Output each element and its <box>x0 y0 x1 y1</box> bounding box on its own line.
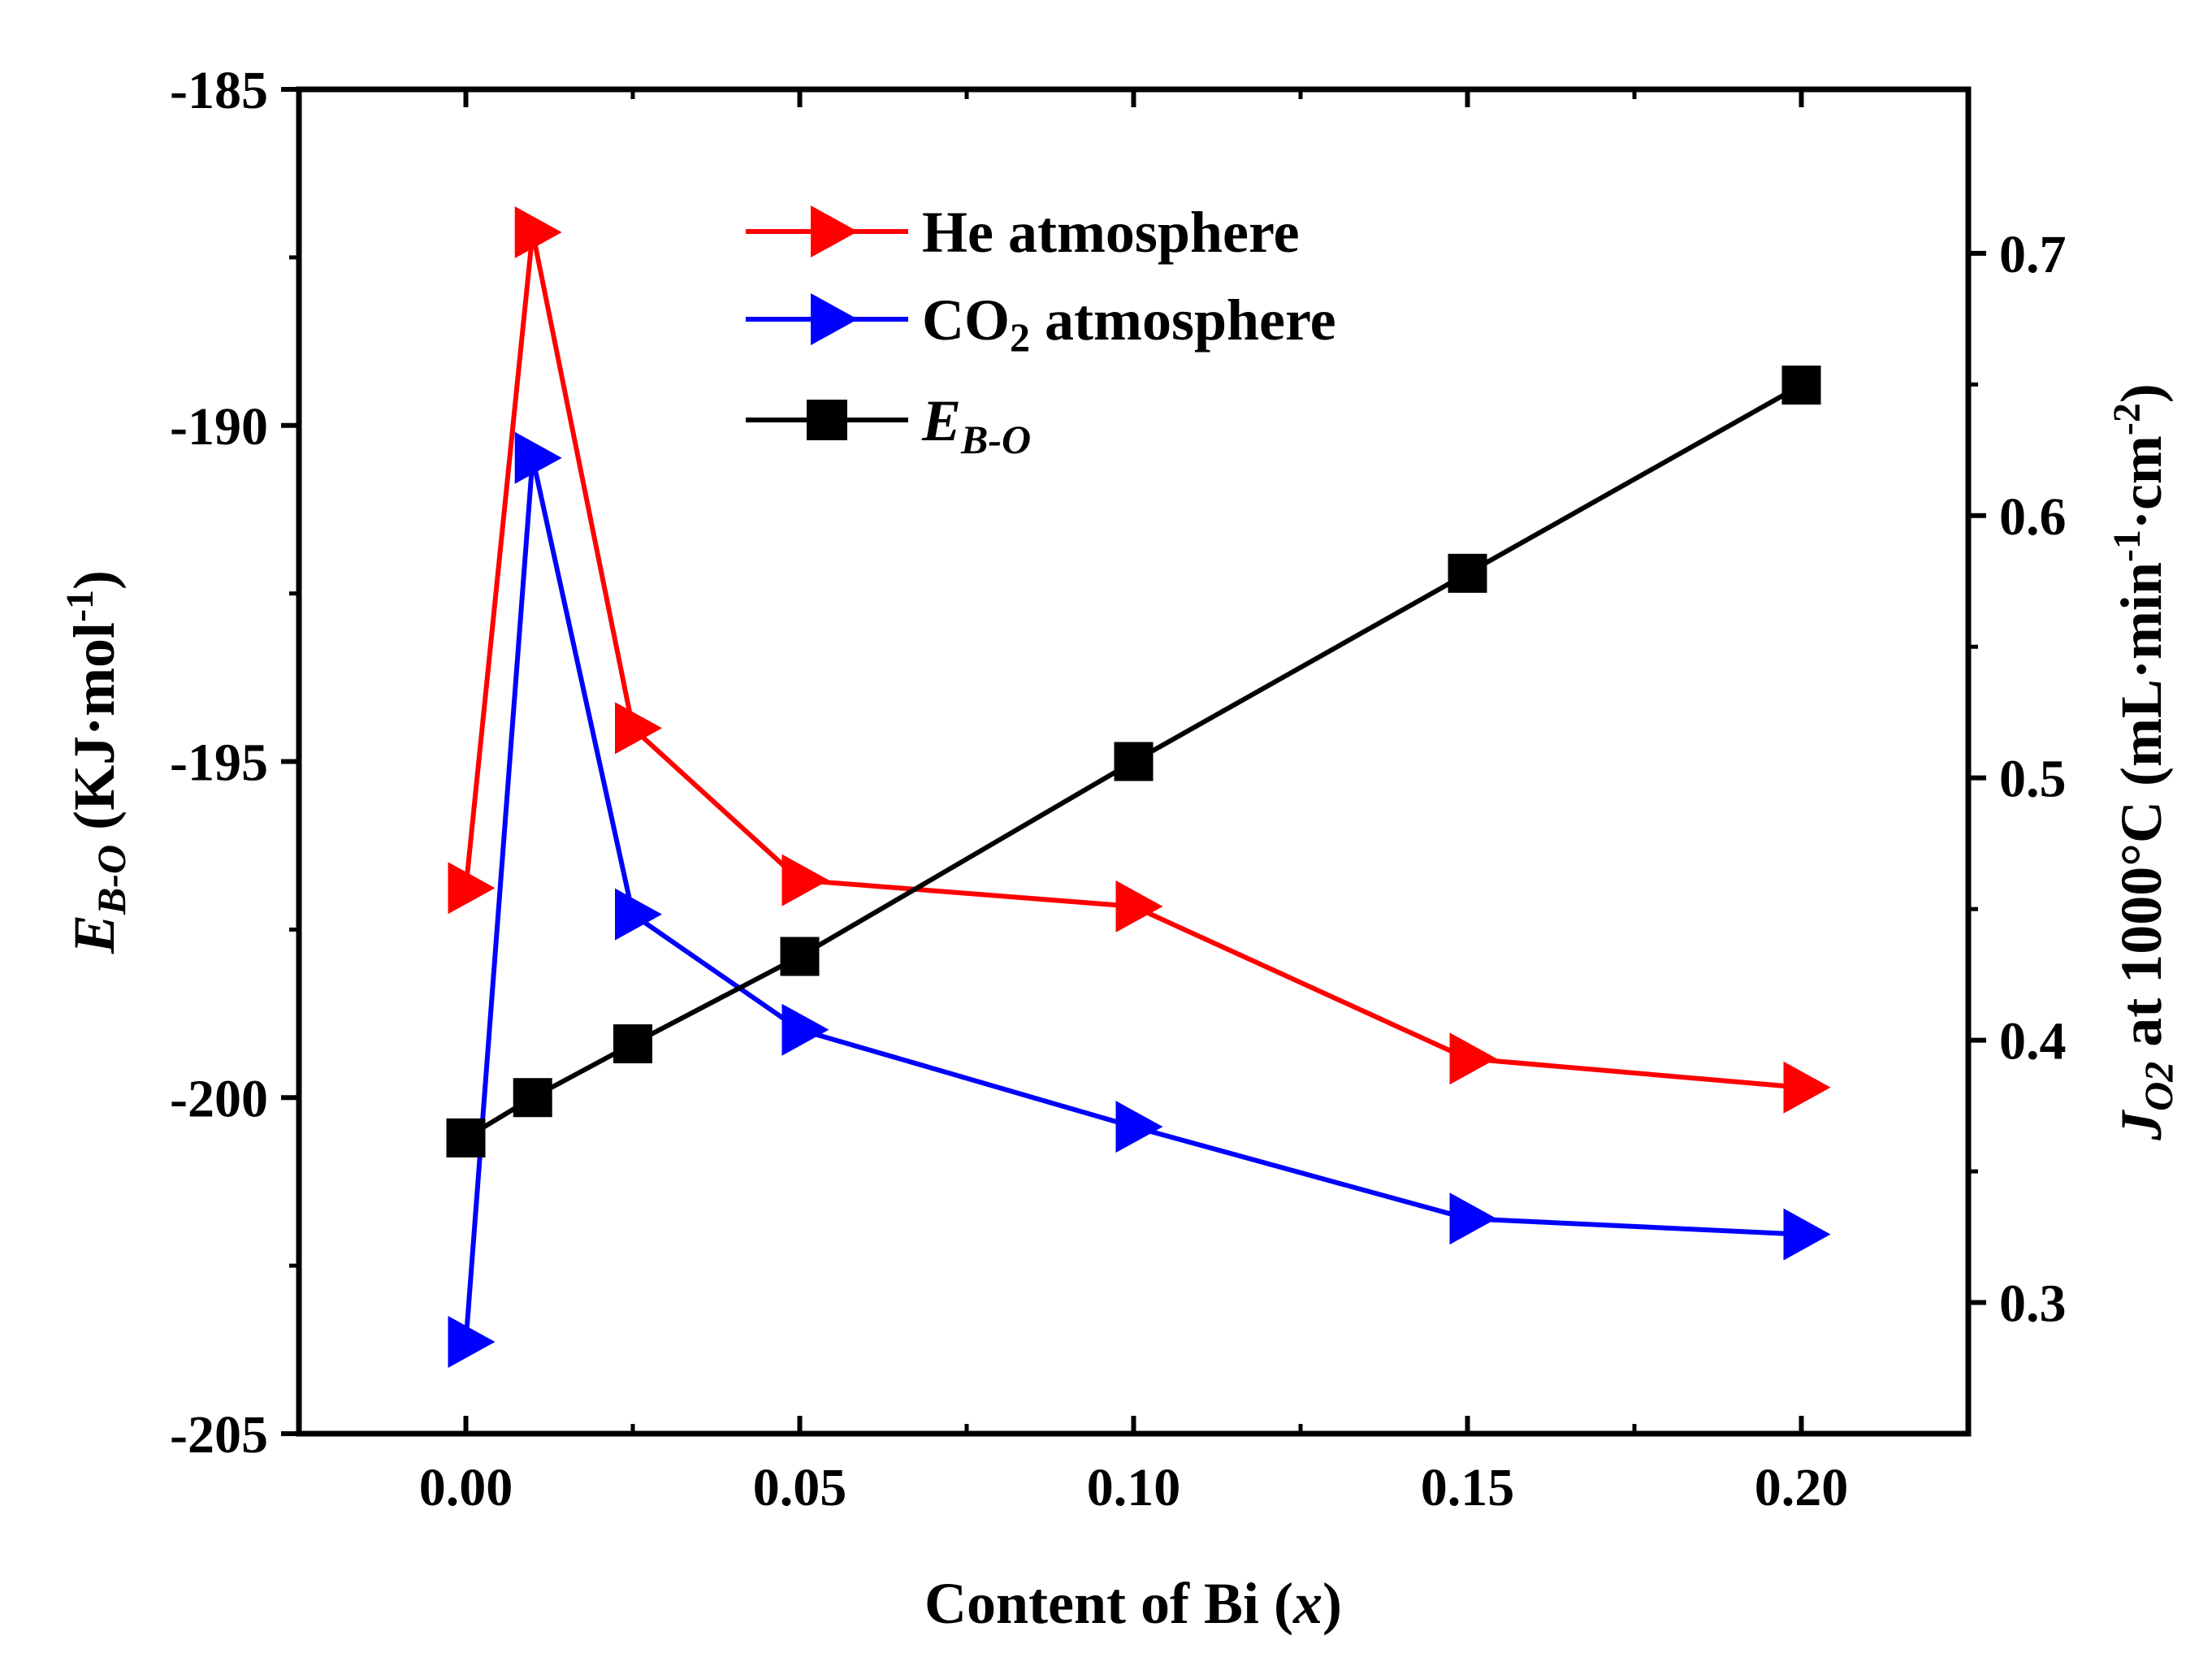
data-point-he <box>781 854 829 907</box>
data-point-ebo <box>1448 553 1487 593</box>
data-point-he <box>1449 1032 1497 1085</box>
axis-ticks <box>281 87 1986 1436</box>
y-left-axis-title: EB-O (KJ·mol-1) <box>58 570 134 954</box>
y-left-tick-label: -185 <box>170 61 268 120</box>
y-left-tick-label: -190 <box>170 397 268 457</box>
data-point-ebo <box>1114 742 1154 781</box>
x-tick-label: 0.10 <box>1087 1458 1181 1517</box>
data-point-co2 <box>781 1003 829 1056</box>
legend-entry-he: He atmosphere <box>746 200 1300 265</box>
legend-label-co2: CO2 atmosphere <box>922 288 1336 360</box>
legend-marker-he <box>811 206 858 257</box>
tick-labels: 0.00 0.05 0.10 0.15 0.20 -185 -190 -195 -200 -205… <box>170 61 2066 1517</box>
legend-marker-ebo <box>807 400 847 440</box>
x-tick-label: 0.00 <box>419 1458 513 1517</box>
series-line-he <box>463 229 1802 1090</box>
data-point-he <box>1115 880 1163 933</box>
y-left-tick-label: -200 <box>170 1069 268 1128</box>
data-point-ebo <box>446 1118 486 1158</box>
y-left-tick-label: -195 <box>170 733 268 793</box>
data-point-ebo <box>513 1078 552 1118</box>
y-right-tick-label: 0.5 <box>1999 750 2067 809</box>
x-tick-label: 0.15 <box>1421 1458 1515 1517</box>
data-point-co2 <box>1783 1208 1831 1261</box>
legend-entry-ebo: EB-O <box>746 388 1031 462</box>
y-left-tick-label: -205 <box>170 1405 268 1465</box>
legend-label-he: He atmosphere <box>922 200 1300 265</box>
legend: He atmosphere CO2 atmosphere EB-O <box>746 200 1336 462</box>
y-right-tick-label: 0.3 <box>1999 1274 2067 1334</box>
legend-entry-co2: CO2 atmosphere <box>746 288 1336 360</box>
legend-marker-co2 <box>811 293 858 345</box>
x-tick-label: 0.05 <box>753 1458 847 1517</box>
data-point-co2 <box>514 431 562 484</box>
data-point-ebo <box>1781 366 1821 405</box>
data-point-he <box>448 862 496 915</box>
data-point-co2 <box>1449 1192 1497 1245</box>
y-right-tick-label: 0.7 <box>1999 225 2067 284</box>
x-axis-title: Content of Bi (x) <box>924 1571 1342 1636</box>
data-point-he <box>1783 1061 1831 1114</box>
data-point-co2 <box>1115 1101 1163 1153</box>
series-layer <box>446 206 1831 1368</box>
y-right-tick-label: 0.4 <box>1999 1012 2067 1071</box>
x-tick-label: 0.20 <box>1755 1458 1849 1517</box>
y-right-tick-label: 0.6 <box>1999 487 2067 547</box>
data-point-co2 <box>615 888 662 941</box>
y-right-axis-title: JO2 at 1000°C (mL·min-1·cm-2) <box>2106 383 2181 1141</box>
legend-label-ebo: EB-O <box>921 388 1031 462</box>
data-point-co2 <box>448 1315 496 1368</box>
data-point-he <box>615 702 662 755</box>
data-point-ebo <box>780 937 820 976</box>
data-point-ebo <box>613 1024 652 1064</box>
data-point-he <box>514 206 562 258</box>
